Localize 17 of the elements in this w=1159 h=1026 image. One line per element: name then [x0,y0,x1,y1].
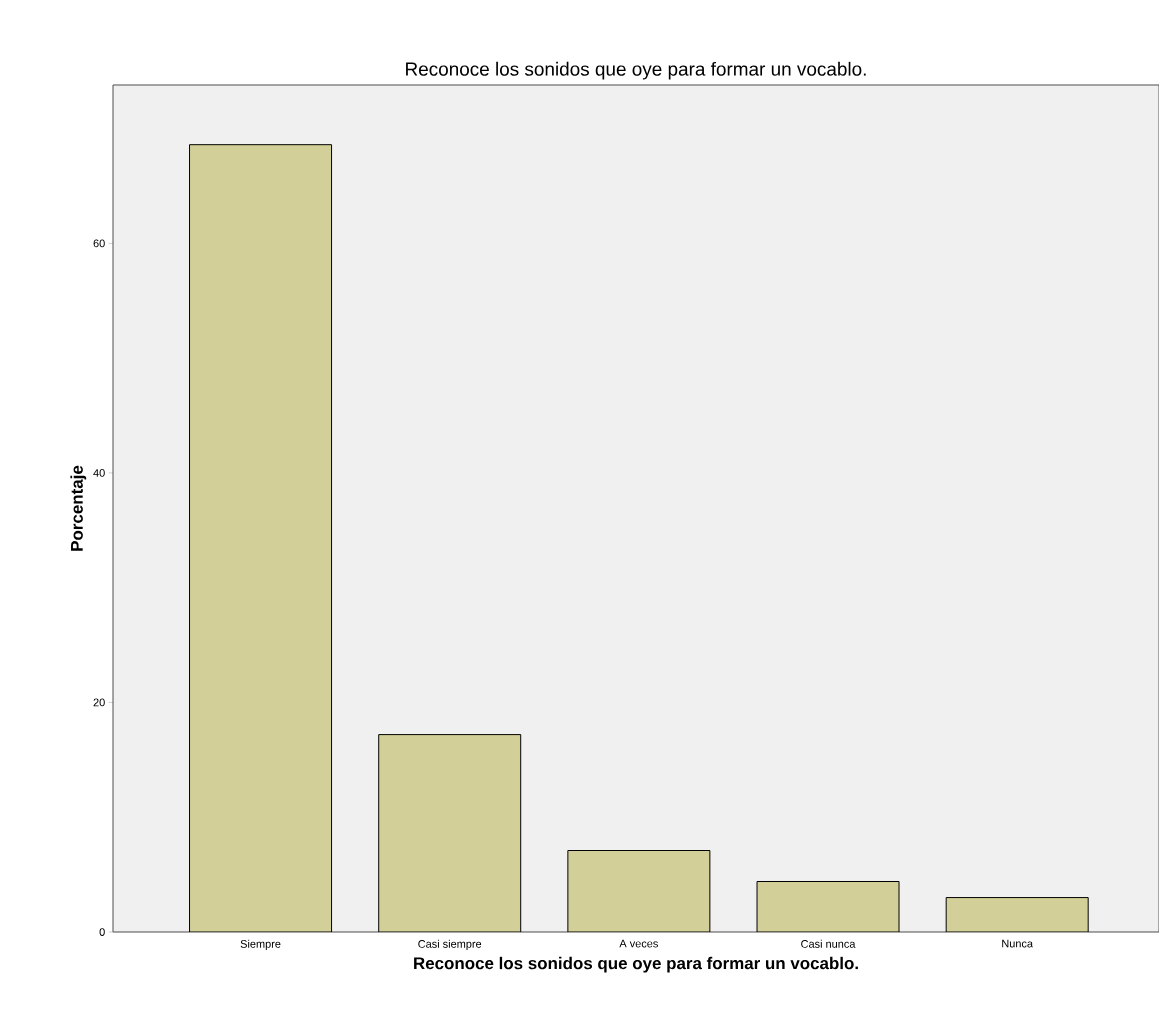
x-tick-label: Casi nunca [801,939,856,948]
x-axis-title: Reconoce los sonidos que oye para formar un vocablo. [414,956,858,973]
y-tick-label: 60 [93,239,105,248]
bar [378,734,522,932]
y-tick-label: 40 [93,469,105,477]
bar [756,881,900,932]
bar [567,850,711,932]
y-tick-label: 20 [93,698,105,707]
x-tick-label: Casi siempre [418,939,482,950]
bar [189,144,332,932]
x-tick-label: A veces [619,939,658,948]
y-axis-title: Porcentaje [70,465,87,551]
x-tick-label: Nunca [1002,939,1034,948]
x-tick-label: Siempre [240,939,281,950]
y-tick-label: 0 [99,928,105,936]
chart-title: Reconoce los sonidos que oye para formar un vocablo. [406,61,866,80]
bar [945,897,1089,932]
